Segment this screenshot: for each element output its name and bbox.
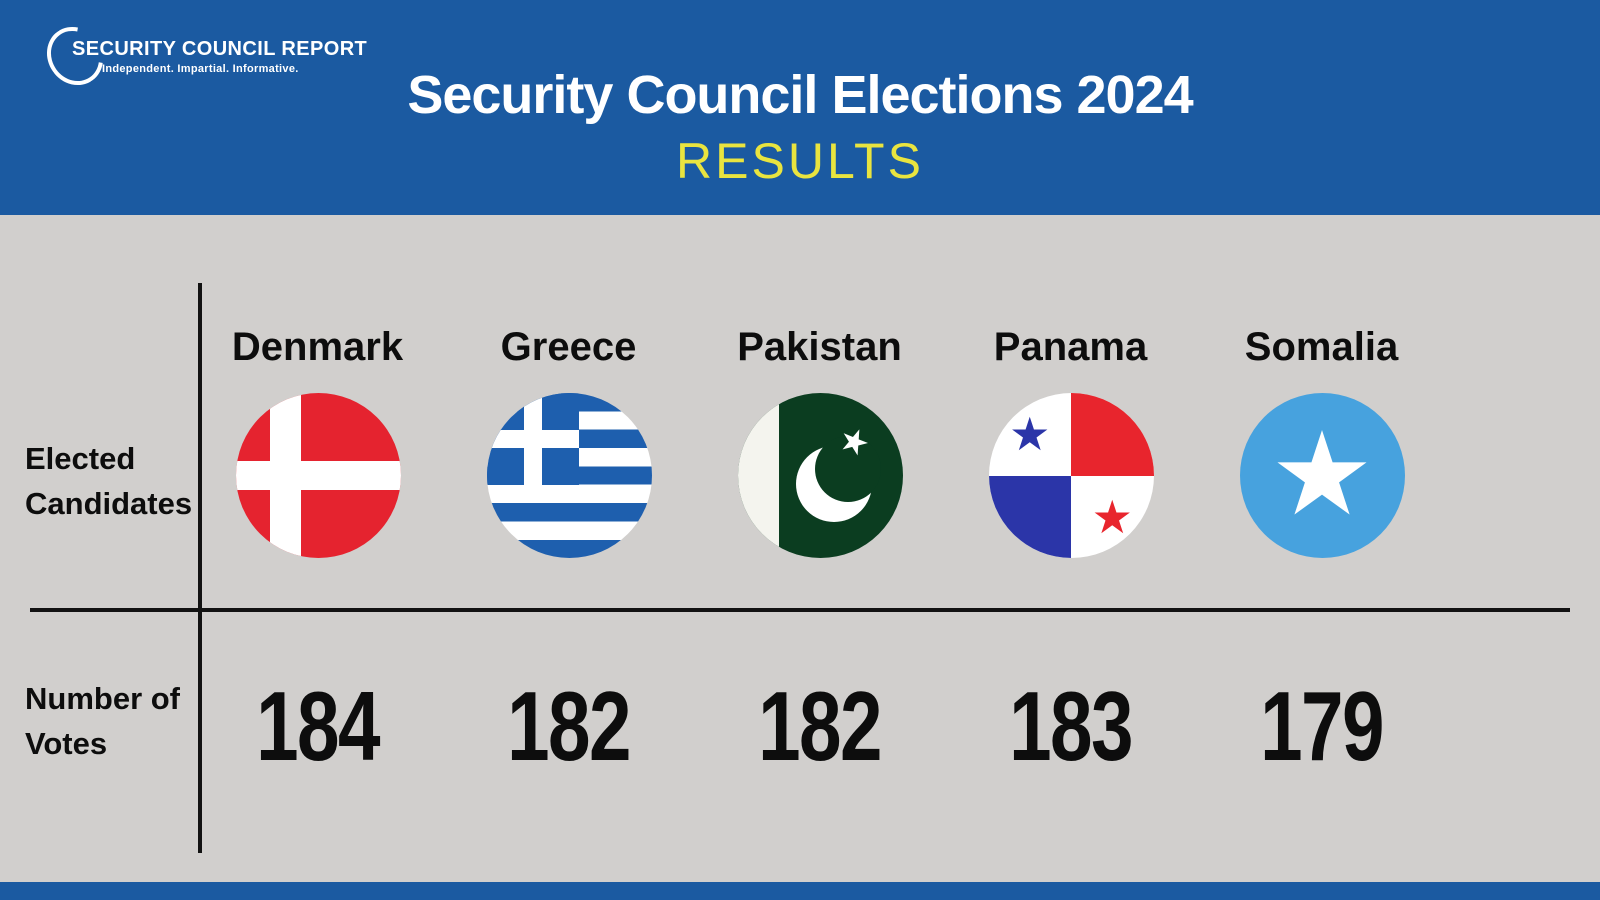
vote-count: 183 bbox=[1009, 671, 1133, 781]
row-label-votes-line1: Number of bbox=[25, 681, 180, 716]
scr-logo-name: SECURITY COUNCIL REPORT bbox=[72, 38, 368, 60]
panama-red-quadrant bbox=[1071, 393, 1154, 476]
denmark-flag-icon bbox=[235, 393, 401, 558]
vote-count: 184 bbox=[256, 671, 380, 781]
footer-bar bbox=[0, 882, 1600, 900]
country-name: Greece bbox=[500, 325, 637, 369]
table-vertical-divider bbox=[198, 283, 202, 853]
denmark-cross-horizontal bbox=[235, 460, 401, 491]
greece-cross-horizontal bbox=[486, 430, 579, 448]
vote-count: 179 bbox=[1260, 671, 1384, 781]
row-label-elected-candidates: Elected Candidates bbox=[25, 436, 192, 526]
panama-blue-star-icon: ★ bbox=[1009, 408, 1051, 461]
country-name: Somalia bbox=[1244, 325, 1399, 369]
table-horizontal-divider bbox=[30, 608, 1570, 612]
country-name: Pakistan bbox=[737, 325, 902, 369]
panama-flag-icon: ★ ★ bbox=[988, 393, 1154, 558]
candidate-column-pakistan: Pakistan ★ 182 bbox=[694, 215, 945, 900]
somalia-star-icon: ★ bbox=[1270, 408, 1374, 539]
candidate-column-panama: Panama ★ ★ 183 bbox=[945, 215, 1196, 900]
country-name: Denmark bbox=[231, 325, 404, 369]
row-label-elected-line2: Candidates bbox=[25, 486, 193, 521]
header-band: SECURITY COUNCIL REPORT Independent. Imp… bbox=[0, 0, 1600, 215]
country-name: Panama bbox=[993, 325, 1148, 369]
candidate-column-denmark: Denmark 184 bbox=[192, 215, 443, 900]
greece-canton bbox=[486, 393, 579, 485]
somalia-flag-icon: ★ bbox=[1239, 393, 1405, 558]
candidate-column-somalia: Somalia ★ 179 bbox=[1196, 215, 1447, 900]
panama-blue-quadrant bbox=[988, 475, 1071, 558]
vote-count: 182 bbox=[758, 671, 882, 781]
candidate-column-greece: Greece 182 bbox=[443, 215, 694, 900]
panama-red-star-icon: ★ bbox=[1091, 490, 1133, 543]
row-label-elected-line1: Elected bbox=[25, 441, 136, 476]
row-label-votes-line2: Votes bbox=[25, 726, 108, 761]
pakistan-flag-icon: ★ bbox=[737, 393, 903, 558]
pakistan-crescent-cutout bbox=[814, 436, 881, 502]
scr-logo-tagline: Independent. Impartial. Informative. bbox=[102, 63, 299, 75]
page-subtitle: RESULTS bbox=[676, 133, 924, 189]
page-title: Security Council Elections 2024 bbox=[407, 65, 1193, 125]
vote-count: 182 bbox=[507, 671, 631, 781]
row-label-number-of-votes: Number of Votes bbox=[25, 676, 180, 766]
pakistan-white-band bbox=[737, 393, 779, 558]
greece-flag-icon bbox=[486, 393, 652, 558]
